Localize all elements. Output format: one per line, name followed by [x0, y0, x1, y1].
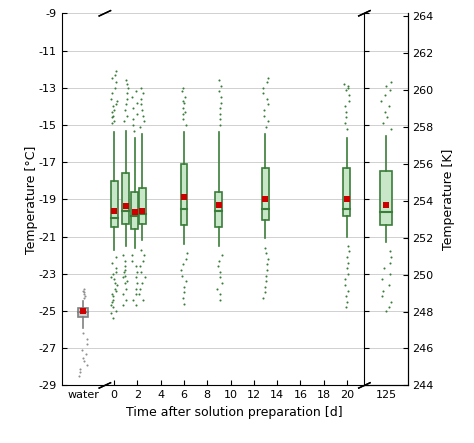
Bar: [344, 168, 350, 216]
Bar: [215, 192, 222, 227]
Bar: [122, 173, 129, 224]
X-axis label: Time after solution preparation [d]: Time after solution preparation [d]: [126, 406, 343, 419]
Bar: [262, 168, 269, 220]
Bar: [78, 308, 88, 318]
Bar: [111, 181, 118, 227]
Bar: [131, 192, 138, 229]
Y-axis label: Temperature [°C]: Temperature [°C]: [25, 145, 38, 253]
Y-axis label: Temperature [K]: Temperature [K]: [442, 149, 455, 250]
Bar: [181, 164, 188, 225]
Bar: [138, 188, 146, 224]
Bar: [380, 171, 392, 225]
